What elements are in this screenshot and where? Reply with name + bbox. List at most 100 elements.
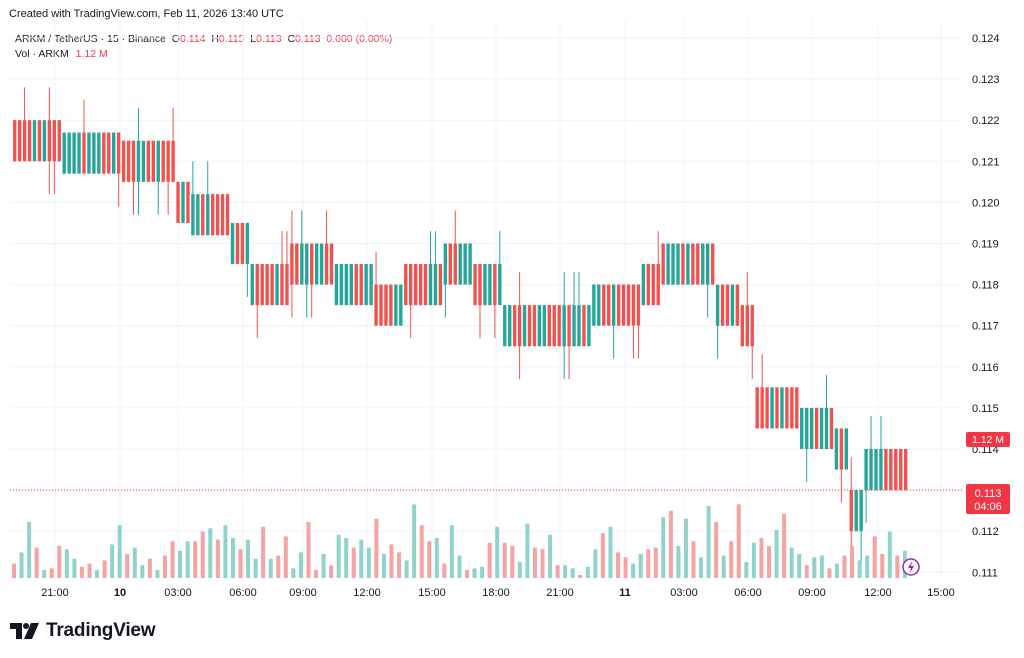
candle-body	[740, 305, 745, 347]
volume-bar	[434, 538, 439, 578]
x-tick-label: 21:00	[546, 587, 574, 599]
volume-bar	[797, 554, 802, 578]
volume-bar	[397, 552, 402, 578]
y-tick-label: 0.117	[972, 321, 999, 333]
candle-body	[245, 222, 250, 265]
candle-body	[611, 284, 616, 326]
candle-body	[379, 284, 383, 326]
y-tick-label: 0.116	[972, 362, 999, 374]
y-tick-label: 0.123	[972, 74, 1000, 86]
candle-body	[542, 305, 547, 347]
volume-bar	[623, 557, 628, 578]
candle-body	[413, 264, 418, 306]
candle-body	[631, 284, 636, 326]
candle-body	[92, 132, 96, 174]
candle-body	[389, 284, 393, 326]
volume-bar	[608, 526, 613, 578]
candle-body	[800, 407, 804, 449]
volume-bar	[253, 558, 258, 578]
volume-bar	[495, 526, 500, 578]
volume-bar	[449, 525, 454, 578]
volume-bar	[57, 546, 62, 578]
volume-bar	[578, 574, 583, 578]
close-value: 0.113	[295, 33, 321, 45]
candle-body	[448, 243, 452, 285]
volume-bar	[646, 549, 651, 578]
candle-body	[770, 387, 774, 429]
volume-bar	[653, 547, 658, 578]
volume-bar	[774, 530, 779, 578]
candle-body	[616, 284, 621, 326]
candle-body	[854, 490, 858, 532]
candle-body	[13, 120, 17, 162]
candle-body	[334, 264, 339, 306]
x-tick-label: 03:00	[670, 587, 698, 599]
candle-body	[760, 387, 764, 429]
volume-bar	[532, 547, 537, 578]
volume-bar	[193, 541, 198, 578]
candle-body	[250, 264, 254, 306]
candle-body	[458, 243, 462, 285]
volume-bar	[170, 541, 175, 578]
high-value: 0.115	[218, 33, 245, 45]
candle-body	[607, 284, 611, 326]
volume-bar	[563, 565, 568, 578]
candle-body	[87, 132, 91, 174]
tradingview-logo[interactable]: TradingView	[10, 620, 156, 642]
volume-bar	[200, 531, 205, 578]
volume-bar	[593, 549, 598, 578]
volume-bar	[759, 538, 764, 578]
candle-body	[725, 284, 730, 326]
volume-bar	[306, 522, 311, 578]
volume-bar	[502, 542, 507, 578]
candle-body	[676, 243, 680, 285]
volume-bar	[804, 565, 809, 578]
volume-bar	[185, 541, 190, 578]
candle-body	[32, 120, 37, 162]
volume-value: 1.12 M	[75, 48, 108, 60]
candle-body	[112, 132, 116, 174]
candle-body	[324, 243, 329, 285]
candle-body	[641, 264, 646, 306]
volume-bar	[268, 558, 273, 578]
volume-bar	[95, 570, 100, 578]
price-tag-bg	[966, 484, 1010, 514]
created-with-text: Created with TradingView.com, Feb 11, 20…	[9, 8, 284, 20]
volume-bar	[767, 546, 771, 578]
candle-body	[161, 140, 165, 182]
candle-body	[265, 264, 269, 306]
candle-body	[438, 264, 443, 306]
candle-body	[374, 284, 378, 326]
candle-body	[879, 449, 883, 491]
candle-body	[166, 140, 170, 182]
candle-body	[443, 243, 448, 285]
candle-body	[552, 305, 556, 347]
y-tick-label: 0.118	[972, 280, 999, 292]
symbol-title[interactable]: ARKM / TetherUS · 15 · Binance	[15, 33, 166, 45]
y-tick-label: 0.120	[972, 197, 1000, 209]
volume-bar	[487, 542, 492, 578]
candle-body	[899, 449, 903, 491]
candle-body	[839, 428, 844, 470]
volume-bar	[298, 552, 303, 578]
candle-body	[225, 194, 230, 236]
candle-body	[369, 264, 373, 306]
candle-body	[795, 387, 799, 429]
candle-body	[874, 449, 878, 491]
x-tick-label: 21:00	[41, 587, 69, 599]
price-chart[interactable]: 0.124 0.123 0.122 0.121 0.120 0.119 0.118 0.117…	[0, 0, 1024, 610]
candle-body	[136, 140, 141, 182]
candle-body	[201, 194, 205, 236]
volume-bar	[736, 504, 741, 578]
candle-body	[116, 132, 121, 174]
volume-bar	[789, 547, 794, 578]
volume-bar	[110, 544, 115, 578]
x-tick-label: 06:00	[229, 587, 257, 599]
candle-body	[215, 194, 220, 236]
candle-body	[290, 243, 294, 285]
x-tick-label: 09:00	[289, 587, 317, 599]
volume-bar	[782, 514, 787, 578]
candle-body	[156, 140, 160, 182]
candle-body	[869, 449, 873, 491]
candle-body	[790, 387, 794, 429]
